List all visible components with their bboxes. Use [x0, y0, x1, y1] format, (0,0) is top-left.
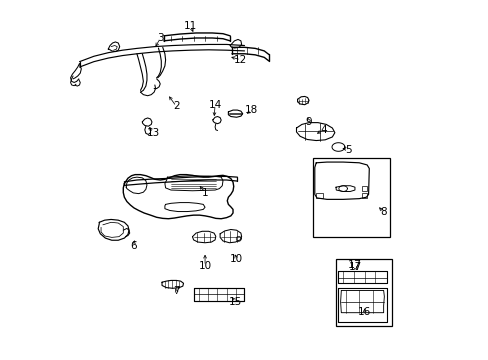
Bar [362, 193, 366, 198]
Bar [362, 186, 366, 191]
Text: 1: 1 [202, 188, 208, 198]
Bar [316, 193, 323, 198]
Text: 14: 14 [208, 100, 221, 110]
Text: 5: 5 [345, 144, 351, 154]
Text: 6: 6 [130, 241, 136, 251]
Bar [335, 259, 391, 326]
Text: 8: 8 [380, 207, 386, 217]
Text: 7: 7 [173, 286, 179, 296]
Text: 18: 18 [244, 105, 258, 115]
Text: 13: 13 [146, 128, 160, 138]
Text: 2: 2 [173, 102, 179, 112]
Text: 17: 17 [347, 260, 361, 270]
Text: 9: 9 [305, 117, 312, 127]
Text: 3: 3 [157, 33, 163, 43]
Text: 11: 11 [183, 21, 197, 31]
Text: 17: 17 [347, 262, 361, 272]
Text: 10: 10 [229, 254, 243, 264]
Text: 4: 4 [320, 125, 326, 135]
Text: 16: 16 [357, 307, 370, 317]
Text: 12: 12 [234, 55, 247, 65]
Bar [312, 158, 389, 237]
Text: 15: 15 [228, 297, 242, 307]
Text: 10: 10 [198, 261, 211, 271]
